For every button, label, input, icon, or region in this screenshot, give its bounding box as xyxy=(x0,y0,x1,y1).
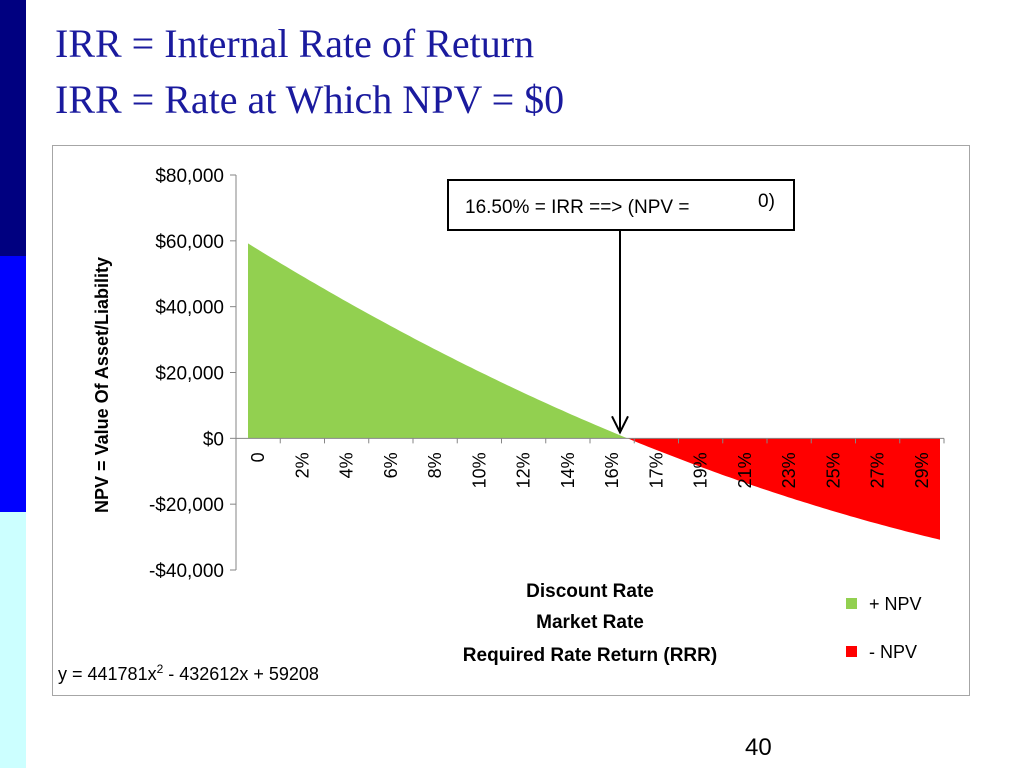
irr-callout-value: 0) xyxy=(758,191,775,212)
y-axis-title: NPV = Value Of Asset/Liability xyxy=(92,257,112,513)
x-axis-title-line-2: Market Rate xyxy=(536,612,644,633)
slide-title-line-1: IRR = Internal Rate of Return xyxy=(55,21,535,66)
trendline-equation: y = 441781x2 - 432612x + 59208 xyxy=(58,662,319,684)
x-tick-label: 2% xyxy=(292,452,312,478)
legend-label-positive: + NPV xyxy=(869,594,922,614)
equation-exponent: 2 xyxy=(157,662,164,676)
legend-swatch-negative xyxy=(846,646,857,657)
irr-callout-box xyxy=(447,179,795,231)
x-axis-title-line-3: Required Rate Return (RRR) xyxy=(463,645,717,666)
y-tick-label: $20,000 xyxy=(155,364,224,385)
page-number: 40 xyxy=(745,734,772,761)
x-tick-label: 4% xyxy=(337,452,357,478)
legend-label-negative: - NPV xyxy=(869,642,917,662)
y-tick-label: -$20,000 xyxy=(149,495,224,516)
equation-rhs: - 432612x + 59208 xyxy=(163,664,319,684)
x-tick-label: 8% xyxy=(425,452,445,478)
equation-lhs: y = 441781x xyxy=(58,664,157,684)
positive-npv-area xyxy=(248,243,629,439)
plot-area: $80,000 $60,000 $40,000 $20,000 $0 -$20,000 -$… xyxy=(149,166,945,582)
x-tick-label: 6% xyxy=(381,452,401,478)
x-tick-label: 25% xyxy=(823,452,843,488)
y-tick-label: $0 xyxy=(203,429,224,450)
y-tick-label: $80,000 xyxy=(155,166,224,187)
irr-callout-text: 16.50% = IRR ==> (NPV = xyxy=(465,197,689,218)
x-tick-label: 23% xyxy=(779,452,799,488)
x-tick-label: 19% xyxy=(691,452,711,488)
negative-npv-area xyxy=(628,438,940,540)
left-accent-bar-cyan xyxy=(0,512,26,768)
x-tick-label: 14% xyxy=(558,452,578,488)
left-accent-bar-navy xyxy=(0,0,26,256)
y-tick-label: $40,000 xyxy=(155,298,224,319)
legend-swatch-positive xyxy=(846,598,857,609)
x-tick-label: 16% xyxy=(602,452,622,488)
irr-arrow-head xyxy=(611,415,629,435)
x-tick-label: 21% xyxy=(735,452,755,488)
slide-title-line-2: IRR = Rate at Which NPV = $0 xyxy=(55,77,565,122)
x-tick-label: 10% xyxy=(469,452,489,488)
x-tick-label: 0 xyxy=(248,452,268,462)
x-tick-label: 29% xyxy=(912,452,932,488)
y-tick-label: -$40,000 xyxy=(149,561,224,582)
x-tick-label: 27% xyxy=(868,452,888,488)
x-tick-label: 17% xyxy=(646,452,666,488)
x-tick-label: 12% xyxy=(514,452,534,488)
x-axis-title-line-1: Discount Rate xyxy=(526,581,654,602)
y-tick-label: $60,000 xyxy=(155,232,224,253)
left-accent-bar-blue xyxy=(0,256,26,512)
